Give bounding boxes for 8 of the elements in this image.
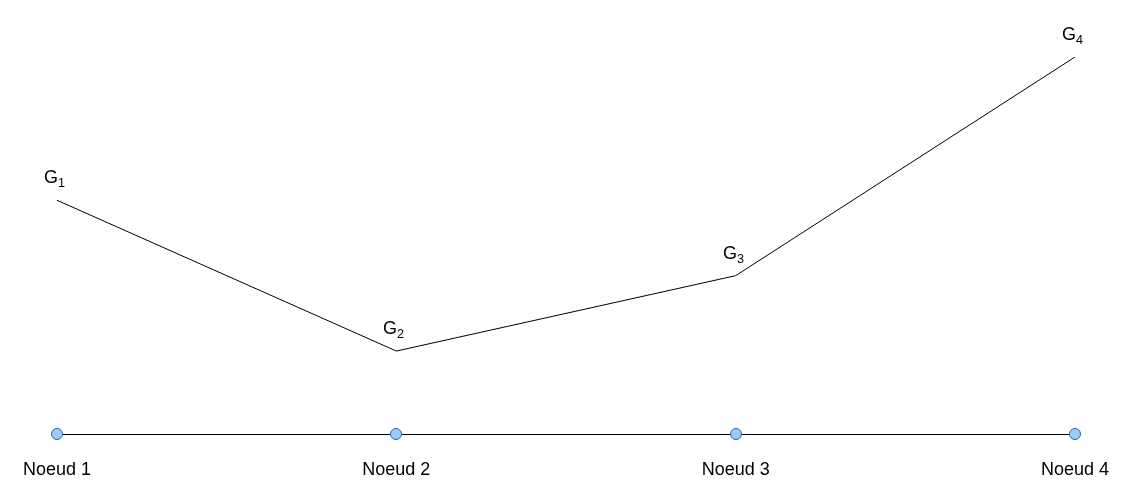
x-tick-label: Noeud 3 xyxy=(701,458,770,479)
x-tick-label: Noeud 2 xyxy=(362,458,431,479)
annotation: G$_{2}$ xyxy=(383,318,405,341)
x-tick-label: Noeud 4 xyxy=(1040,458,1110,479)
annotation: G$_{3}$ xyxy=(723,243,745,266)
annotation: G$_{4}$ xyxy=(1062,24,1084,47)
x-tick-label: Noeud 1 xyxy=(22,458,92,479)
annotation: G$_{1}$ xyxy=(44,167,66,190)
